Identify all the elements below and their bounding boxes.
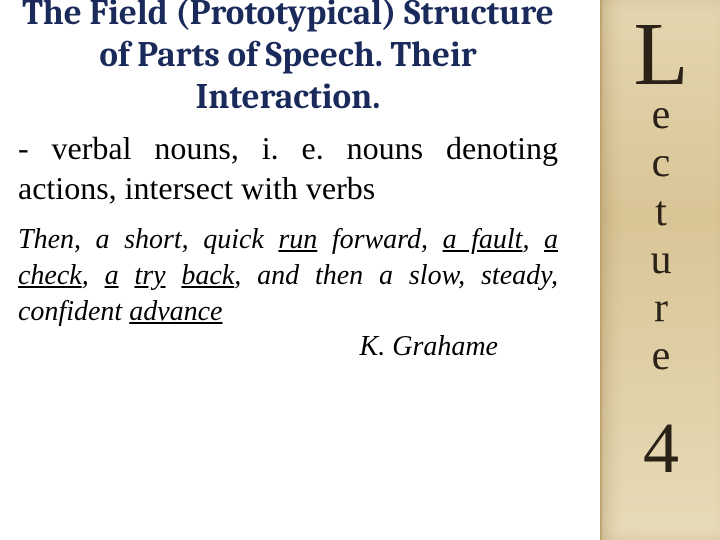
main-content: The Field (Prototypical) Structure of Pa…: [18, 0, 558, 363]
lecture-letter: e: [612, 332, 710, 380]
page-title: The Field (Prototypical) Structure of Pa…: [18, 0, 558, 118]
side-inner: L e c t u r e 4: [612, 10, 710, 530]
quote-underline: back: [181, 260, 234, 291]
quote-seg: ,: [522, 224, 544, 255]
quote-seg: [119, 260, 135, 291]
quote-author: K. Grahame: [18, 331, 558, 363]
example-quote: Then, a short, quick run forward, a faul…: [18, 222, 558, 329]
quote-underline: a: [544, 224, 558, 255]
lecture-letter: e: [612, 91, 710, 139]
lecture-letter: r: [612, 284, 710, 332]
lecture-letter: u: [612, 236, 710, 284]
quote-underline: a: [105, 260, 119, 291]
quote-underline: check: [18, 260, 82, 291]
quote-underline: a fault: [443, 224, 523, 255]
quote-seg: ,: [82, 260, 105, 291]
quote-seg: forward,: [317, 224, 442, 255]
lecture-letter: t: [612, 188, 710, 236]
side-panel: L e c t u r e 4: [600, 0, 720, 540]
quote-seg: [166, 260, 182, 291]
quote-underline: try: [134, 260, 165, 291]
quote-underline: advance: [129, 296, 222, 327]
lecture-number: 4: [612, 407, 710, 490]
quote-seg: Then, a short, quick: [18, 224, 278, 255]
lecture-letter: c: [612, 139, 710, 187]
body-text: - verbal nouns, i. e. nouns denoting act…: [18, 128, 558, 208]
lecture-initial: L: [612, 14, 710, 95]
quote-underline: run: [278, 224, 317, 255]
lecture-letters: e c t u r e: [612, 91, 710, 381]
